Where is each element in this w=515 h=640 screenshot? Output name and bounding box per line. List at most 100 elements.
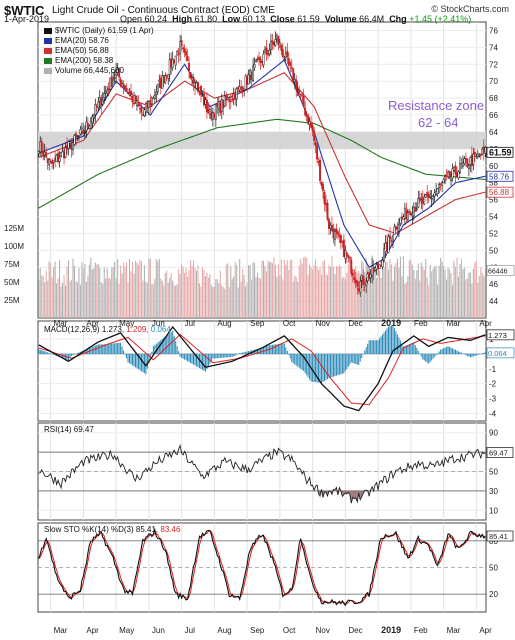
volume-bar	[399, 256, 401, 318]
candle-body	[226, 97, 229, 100]
candle-body	[439, 183, 442, 185]
candle-body	[453, 166, 455, 171]
volume-bar	[167, 282, 169, 318]
candle-body	[264, 49, 266, 54]
volume-bar	[279, 275, 281, 318]
month-label: Oct	[283, 319, 296, 328]
volume-bar	[374, 272, 376, 318]
candle-body	[265, 47, 268, 55]
candle-body	[147, 101, 150, 108]
candle-body	[307, 115, 310, 125]
month-label: Sep	[250, 319, 265, 328]
candle-body	[316, 145, 319, 160]
candle-body	[130, 90, 132, 95]
candle-body	[255, 60, 257, 63]
volume-bar	[240, 281, 242, 318]
macd-histogram-bar	[206, 353, 208, 370]
volume-bar	[41, 275, 43, 318]
macd-histogram-bar	[323, 353, 326, 382]
volume-bar	[130, 271, 132, 318]
macd-histogram-bar	[304, 353, 306, 374]
open-label: Open	[120, 14, 143, 24]
macd-histogram-bar	[115, 343, 117, 355]
macd-histogram-bar	[53, 353, 55, 355]
macd-histogram-bar	[50, 353, 52, 355]
candle-body	[243, 88, 246, 91]
volume-bar	[338, 264, 340, 318]
candle-body	[298, 89, 301, 94]
volume-bar	[169, 277, 171, 318]
macd-histogram-bar	[321, 353, 323, 383]
volume-bar	[294, 276, 296, 318]
volume-bar	[291, 259, 293, 318]
candle-body	[323, 191, 326, 204]
candle-body	[414, 206, 417, 212]
volume-bar	[252, 261, 254, 318]
candle-body	[235, 88, 238, 100]
volume-bar	[454, 266, 457, 318]
macd-histogram-bar	[108, 343, 110, 355]
volume-bar	[368, 265, 370, 318]
macd-histogram-bar	[126, 353, 128, 359]
macd-histogram-bar	[243, 352, 245, 355]
candle-body	[351, 272, 354, 276]
macd-histogram-bar	[385, 330, 387, 355]
volume-tick-label: 75M	[4, 260, 20, 269]
macd-histogram-bar	[97, 344, 99, 355]
volume-bar	[47, 280, 49, 318]
volume-bar	[99, 267, 101, 318]
sto-tick-label: 20	[489, 590, 498, 599]
candle-body	[426, 192, 429, 197]
rsi-tick-label: 50	[489, 468, 498, 477]
volume-bar	[178, 269, 180, 318]
candle-body	[42, 150, 45, 157]
macd-histogram-bar	[78, 352, 80, 355]
price-tick-label: 50	[489, 246, 498, 255]
macd-histogram-bar	[42, 350, 44, 355]
macd-histogram-bar	[334, 353, 336, 377]
macd-histogram-bar	[273, 344, 275, 355]
candle-body	[469, 157, 472, 165]
sto-k-value: 85.41,	[135, 525, 159, 534]
macd-histogram-bar	[187, 353, 189, 362]
volume-bar	[353, 269, 355, 318]
candle-body	[457, 171, 460, 179]
volume-bar	[194, 267, 196, 318]
volume-bar	[355, 266, 357, 318]
macd-histogram-bar	[94, 345, 96, 355]
candle-body	[127, 91, 129, 95]
candle-body	[284, 53, 287, 58]
macd-histogram-bar	[72, 353, 74, 356]
candle-body	[424, 194, 427, 198]
volume-bar	[51, 277, 53, 318]
rsi-line	[38, 443, 486, 504]
brand-credit[interactable]: © StockCharts.com	[431, 4, 509, 14]
candle-body	[420, 199, 423, 202]
macd-histogram-bar	[191, 353, 193, 364]
candle-body	[289, 62, 292, 66]
candle-body	[252, 65, 255, 82]
macd-histogram-bar	[374, 340, 376, 355]
volume-bar	[231, 278, 233, 318]
month-label: 2019	[381, 625, 401, 635]
volume-bar	[45, 270, 47, 318]
candle-body	[313, 130, 316, 141]
candle-body	[335, 228, 338, 234]
macd-histogram-bar	[213, 353, 215, 359]
candle-body	[247, 74, 250, 85]
month-label: Oct	[283, 626, 296, 635]
macd-histogram-bar	[212, 353, 214, 359]
macd-histogram-bar	[124, 353, 126, 355]
volume-bar	[340, 266, 342, 318]
volume-bar	[145, 281, 147, 318]
macd-histogram-bar	[426, 353, 428, 363]
macd-histogram-bar	[173, 335, 175, 355]
volume-bar	[126, 262, 128, 318]
macd-histogram-bar	[380, 336, 382, 355]
macd-histogram-bar	[188, 353, 190, 363]
macd-histogram-bar	[382, 334, 384, 355]
macd-histogram-bar	[423, 353, 425, 361]
volume-bar	[446, 279, 448, 318]
volume-bar	[127, 282, 129, 318]
macd-histogram-bar	[301, 353, 303, 370]
